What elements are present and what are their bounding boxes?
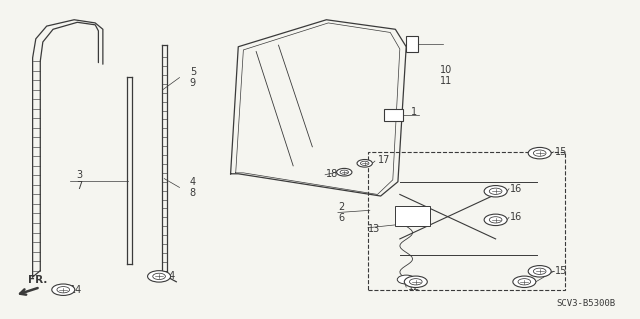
Text: 10: 10: [440, 65, 452, 75]
Circle shape: [528, 266, 551, 277]
Text: 13: 13: [368, 224, 380, 234]
Circle shape: [357, 160, 372, 167]
Text: 14: 14: [164, 271, 176, 281]
Circle shape: [410, 278, 422, 285]
Text: 2: 2: [338, 202, 344, 212]
Circle shape: [404, 276, 428, 287]
Text: 6: 6: [338, 213, 344, 223]
Circle shape: [533, 268, 546, 274]
Text: 18: 18: [326, 169, 339, 179]
Text: 12: 12: [408, 282, 420, 292]
Circle shape: [528, 147, 551, 159]
Circle shape: [52, 284, 75, 295]
Text: 16: 16: [510, 212, 522, 222]
Circle shape: [148, 271, 171, 282]
Text: 1: 1: [411, 107, 417, 117]
Text: 5: 5: [189, 67, 196, 77]
Text: 8: 8: [189, 188, 196, 198]
Circle shape: [490, 217, 502, 223]
Circle shape: [397, 275, 415, 284]
Bar: [384, 109, 403, 122]
Circle shape: [513, 276, 536, 287]
Text: FR.: FR.: [28, 275, 47, 285]
Text: 4: 4: [189, 177, 196, 187]
Circle shape: [518, 278, 531, 285]
Text: SCV3-B5300B: SCV3-B5300B: [556, 299, 616, 308]
Text: 15: 15: [555, 266, 568, 276]
Circle shape: [490, 188, 502, 194]
Text: 11: 11: [440, 76, 452, 86]
Bar: [368, 152, 564, 290]
Circle shape: [484, 186, 507, 197]
Circle shape: [360, 161, 369, 166]
Circle shape: [57, 286, 70, 293]
Bar: [396, 205, 431, 226]
Text: 16: 16: [510, 184, 522, 194]
Text: 7: 7: [76, 182, 83, 191]
Text: 15: 15: [555, 147, 568, 157]
Text: 14: 14: [70, 286, 82, 295]
Circle shape: [153, 273, 165, 279]
Circle shape: [340, 170, 349, 174]
Circle shape: [484, 214, 507, 226]
Text: 9: 9: [189, 78, 196, 88]
Circle shape: [337, 168, 352, 176]
Circle shape: [533, 150, 546, 156]
Bar: [406, 36, 418, 51]
Text: 3: 3: [76, 170, 82, 180]
Text: 17: 17: [378, 155, 390, 165]
